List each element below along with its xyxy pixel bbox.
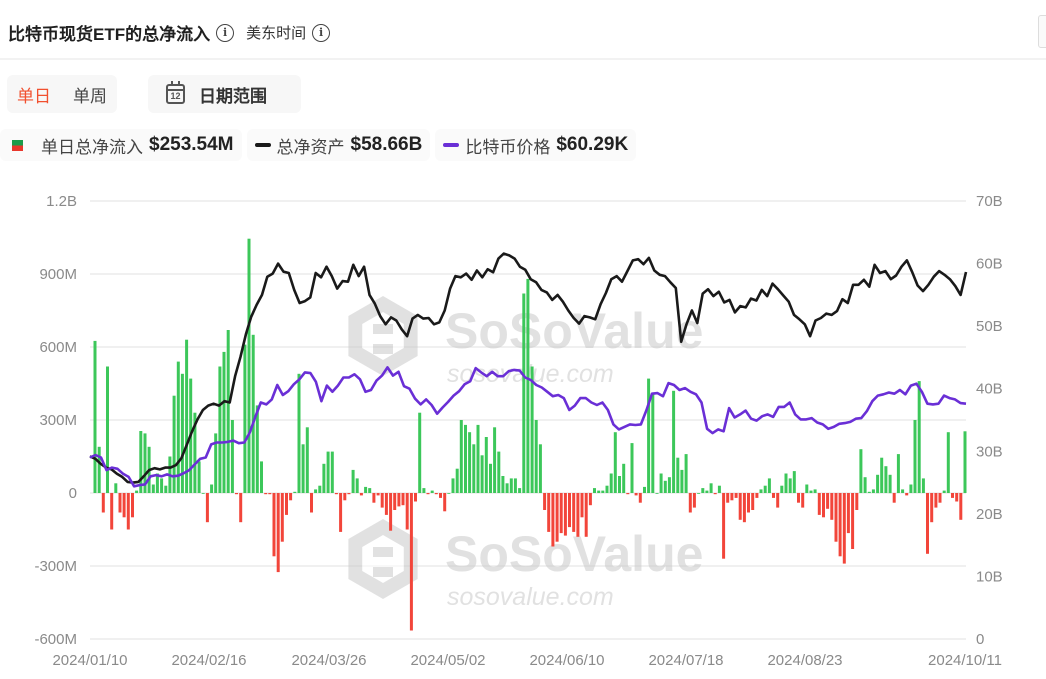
- line-swatch-icon: [254, 143, 271, 147]
- tab-weekly[interactable]: 单周: [73, 86, 107, 106]
- svg-text:50B: 50B: [976, 318, 1003, 335]
- svg-text:2024/05/02: 2024/05/02: [410, 652, 485, 669]
- svg-text:-600M: -600M: [34, 631, 77, 648]
- date-range-button[interactable]: 12 日期范围: [148, 75, 301, 113]
- legend-label: 总净资产: [276, 137, 345, 157]
- chart-legend: 单日总净流入 $253.54M 总净资产 $58.66B 比特币价格 $60.2…: [0, 129, 637, 161]
- legend-value: $60.29K: [556, 134, 629, 155]
- svg-text:1.2B: 1.2B: [46, 193, 77, 210]
- x-axis: 2024/01/10 2024/02/16 2024/03/26 2024/05/02…: [52, 652, 1002, 669]
- info-icon[interactable]: i: [216, 23, 235, 42]
- bar-swatch-icon: [12, 139, 23, 151]
- right-y-axis: 70B 60B 50B 40B 30B 20B 10B 0: [976, 193, 1003, 648]
- svg-text:300M: 300M: [39, 412, 77, 429]
- btc-price-line: [89, 366, 967, 488]
- legend-label: 单日总净流入: [41, 137, 143, 157]
- svg-text:2024/08/23: 2024/08/23: [767, 652, 842, 669]
- flow-chart[interactable]: 1.2B 900M 600M 300M 0 -300M -600M 70B 60B 50B 40B…: [0, 180, 1046, 679]
- period-toggle: 单日 单周: [7, 75, 117, 113]
- svg-text:10B: 10B: [976, 568, 1003, 585]
- svg-text:2024/02/16: 2024/02/16: [171, 652, 246, 669]
- legend-value: $58.66B: [350, 134, 423, 155]
- svg-text:-300M: -300M: [34, 558, 77, 575]
- svg-text:40B: 40B: [976, 381, 1003, 398]
- svg-text:30B: 30B: [976, 443, 1003, 460]
- svg-text:SoSoValue: SoSoValue: [445, 303, 703, 359]
- svg-text:2024/01/10: 2024/01/10: [52, 652, 127, 669]
- inflow-bars: [93, 238, 967, 631]
- svg-text:70B: 70B: [976, 193, 1003, 210]
- legend-total-net-assets[interactable]: 总净资产 $58.66B: [246, 129, 431, 161]
- svg-text:sosovalue.com: sosovalue.com: [447, 360, 614, 388]
- legend-label: 比特币价格: [465, 137, 551, 157]
- legend-daily-net-inflow[interactable]: 单日总净流入 $253.54M: [0, 129, 242, 161]
- line-swatch-icon: [443, 143, 460, 147]
- title-text: 比特币现货ETF的总净流入: [8, 25, 211, 44]
- date-range-label: 日期范围: [199, 86, 267, 106]
- chart-header: 比特币现货ETF的总净流入 i 美东时间 i: [0, 0, 1046, 60]
- svg-text:60B: 60B: [976, 256, 1003, 273]
- timezone-label: 美东时间: [246, 25, 307, 42]
- watermark: SoSoValuesosovalue.comSoSoValuesosovalue…: [348, 296, 703, 611]
- toolbar-edge-button[interactable]: [1038, 15, 1046, 48]
- svg-text:sosovalue.com: sosovalue.com: [447, 583, 614, 611]
- total-net-assets-line: [89, 252, 968, 484]
- svg-text:2024/03/26: 2024/03/26: [291, 652, 366, 669]
- svg-text:20B: 20B: [976, 506, 1003, 523]
- legend-value: $253.54M: [149, 134, 234, 155]
- svg-text:0: 0: [69, 485, 77, 502]
- svg-text:0: 0: [976, 631, 984, 648]
- page-title: 比特币现货ETF的总净流入 i 美东时间 i: [8, 20, 331, 45]
- svg-text:2024/06/10: 2024/06/10: [529, 652, 604, 669]
- svg-text:600M: 600M: [39, 339, 77, 356]
- svg-text:SoSoValue: SoSoValue: [445, 526, 703, 582]
- svg-text:2024/10/11: 2024/10/11: [928, 652, 1002, 669]
- svg-text:2024/07/18: 2024/07/18: [648, 652, 723, 669]
- timezone-info-icon[interactable]: i: [312, 23, 331, 42]
- legend-btc-price[interactable]: 比特币价格 $60.29K: [435, 129, 637, 161]
- left-y-axis: 1.2B 900M 600M 300M 0 -300M -600M: [34, 193, 77, 648]
- tab-daily[interactable]: 单日: [17, 86, 51, 106]
- svg-text:900M: 900M: [39, 266, 77, 283]
- calendar-icon: 12: [166, 81, 185, 104]
